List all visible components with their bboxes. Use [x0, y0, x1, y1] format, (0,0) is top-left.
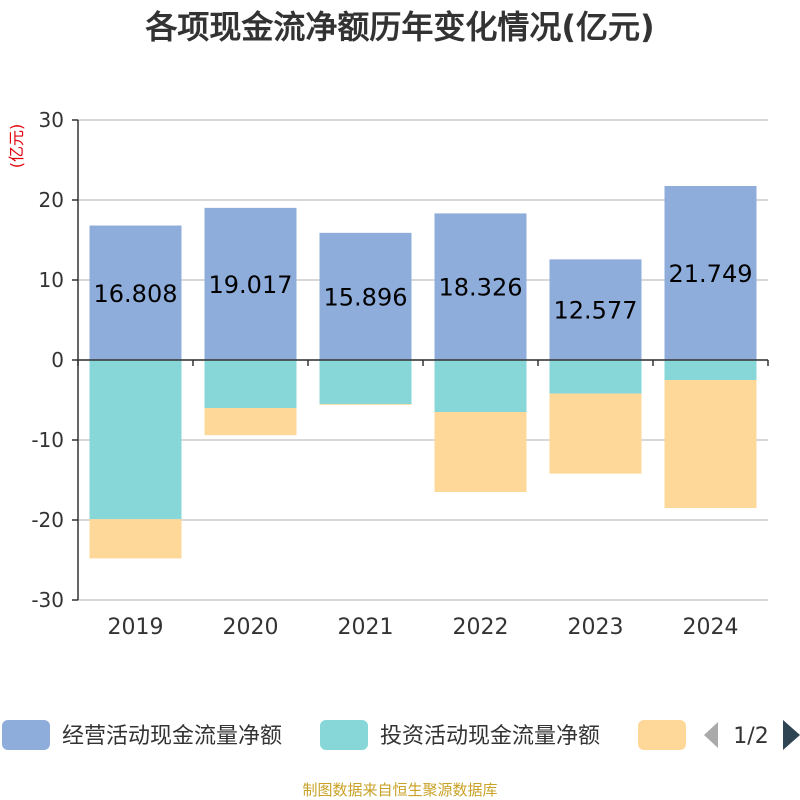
- data-label: 16.808: [94, 280, 178, 308]
- bar-2021-series-1[interactable]: [319, 232, 412, 360]
- x-tick-label: 2023: [568, 615, 624, 640]
- axes: 30 20 10 0 -10 -20 -30 2019 2020 2021 2022 2023 2024: [31, 108, 769, 640]
- legend-label[interactable]: 投资活动现金流量净额: [380, 724, 600, 749]
- data-labels: 16.808 19.017 15.896 18.326 12.577 21.749: [94, 260, 753, 325]
- legend-swatch-series-2[interactable]: [320, 720, 368, 750]
- bar-2023-series-3[interactable]: [549, 393, 642, 474]
- bar-2020-series-1[interactable]: [204, 207, 297, 360]
- bar-2023-series-1[interactable]: [549, 259, 642, 360]
- y-tick-label: 0: [51, 348, 64, 372]
- bar-2019-series-1[interactable]: [89, 225, 182, 360]
- data-label: 21.749: [669, 260, 753, 288]
- y-tick-label: 30: [39, 108, 64, 132]
- x-tick-label: 2019: [108, 615, 164, 640]
- y-tick-label: 10: [39, 268, 64, 292]
- bar-2022-series-3[interactable]: [434, 412, 527, 492]
- legend-next-page-icon[interactable]: [783, 720, 800, 750]
- y-axis-unit: (亿元): [7, 124, 26, 169]
- bar-2021-series-2[interactable]: [319, 360, 412, 404]
- bar-2024-series-3[interactable]: [664, 380, 757, 508]
- bar-2019-series-3[interactable]: [89, 519, 182, 559]
- chart-title: 各项现金流净额历年变化情况(亿元): [145, 8, 654, 46]
- y-tick-label: -10: [31, 428, 64, 452]
- x-tick-label: 2020: [223, 615, 279, 640]
- legend: 经营活动现金流量净额 投资活动现金流量净额 1/2: [2, 720, 800, 750]
- bar-2020-series-2[interactable]: [204, 360, 297, 408]
- x-tick-label: 2024: [683, 615, 739, 640]
- bar-2021-series-3[interactable]: [319, 404, 412, 405]
- bar-2019-series-2[interactable]: [89, 360, 182, 520]
- data-label: 19.017: [209, 271, 293, 299]
- legend-label[interactable]: 经营活动现金流量净额: [62, 724, 282, 749]
- x-tick-label: 2021: [338, 615, 394, 640]
- data-label: 15.896: [324, 283, 408, 311]
- x-tick-label: 2022: [453, 615, 509, 640]
- bar-2022-series-2[interactable]: [434, 360, 527, 412]
- data-label: 18.326: [439, 274, 523, 302]
- y-tick-label: -30: [31, 588, 64, 612]
- legend-page-indicator: 1/2: [733, 724, 768, 749]
- bar-2020-series-3[interactable]: [204, 408, 297, 436]
- legend-swatch-series-3[interactable]: [638, 720, 686, 750]
- y-tick-label: 20: [39, 188, 64, 212]
- bars: [89, 186, 757, 559]
- legend-swatch-series-1[interactable]: [2, 720, 50, 750]
- data-label: 12.577: [554, 297, 638, 325]
- bar-2023-series-2[interactable]: [549, 360, 642, 394]
- y-tick-label: -20: [31, 508, 64, 532]
- bar-2022-series-1[interactable]: [434, 213, 527, 360]
- legend-prev-page-icon[interactable]: [704, 722, 718, 748]
- source-note: 制图数据来自恒生聚源数据库: [302, 781, 497, 799]
- bar-2024-series-1[interactable]: [664, 186, 757, 360]
- bar-2024-series-2[interactable]: [664, 360, 757, 380]
